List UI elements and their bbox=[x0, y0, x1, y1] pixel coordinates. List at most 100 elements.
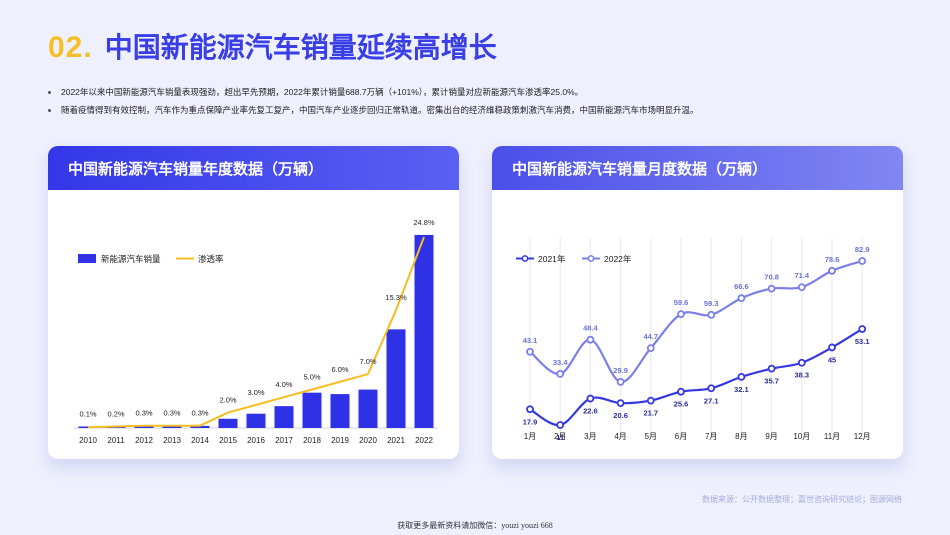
data-point bbox=[707, 384, 716, 393]
data-label: 32.1 bbox=[734, 385, 749, 394]
data-source: 数据来源：公开数据整理；嘉世咨询研究结论；图源网络 bbox=[702, 495, 902, 504]
data-point bbox=[767, 364, 776, 373]
x-tick-label: 2010 bbox=[79, 436, 97, 445]
data-point bbox=[616, 377, 625, 386]
data-label: 4.0% bbox=[275, 380, 292, 389]
data-label: 66.6 bbox=[734, 282, 749, 291]
x-tick-label: 2013 bbox=[163, 436, 181, 445]
data-point bbox=[556, 421, 565, 429]
data-label: 43.1 bbox=[523, 336, 538, 345]
data-label: 15.3% bbox=[385, 293, 407, 302]
x-tick-label: 4月 bbox=[614, 432, 626, 441]
data-point bbox=[858, 325, 867, 333]
x-tick-label: 12月 bbox=[854, 432, 871, 441]
data-label: 44.7 bbox=[643, 332, 658, 341]
x-tick-label: 2022 bbox=[415, 436, 433, 445]
annual-sales-card: 中国新能源汽车销量年度数据（万辆） 新能源汽车销量 渗透率 0.1% 0.2% 0.3%… bbox=[48, 146, 459, 459]
bar bbox=[78, 426, 98, 428]
data-label: 82.9 bbox=[855, 245, 870, 254]
legend-marker bbox=[521, 255, 529, 262]
data-label: 29.9 bbox=[613, 366, 628, 375]
data-point bbox=[526, 405, 534, 414]
annual-card-title: 中国新能源汽车销量年度数据（万辆） bbox=[48, 146, 459, 190]
data-point bbox=[828, 266, 836, 275]
data-label: 6.0% bbox=[331, 365, 348, 374]
bar bbox=[274, 406, 294, 428]
bar bbox=[302, 392, 322, 428]
x-tick-label: 8月 bbox=[735, 432, 747, 441]
data-label: 59.3 bbox=[704, 299, 719, 308]
data-label: 21.7 bbox=[643, 409, 658, 418]
title-number: 02. bbox=[48, 31, 93, 64]
x-tick-label: 2017 bbox=[275, 436, 293, 445]
data-label: 78.6 bbox=[825, 255, 840, 264]
x-tick-label: 2015 bbox=[219, 436, 237, 445]
penetration-line bbox=[87, 236, 425, 429]
bullet-list: 2022年以来中国新能源汽车销量表现强劲，超出早先预期，2022年累计销量688… bbox=[48, 83, 918, 119]
data-point bbox=[586, 394, 595, 403]
data-label: 20.6 bbox=[613, 411, 628, 420]
monthly-sales-chart: 2021年 2022年 17.9 11 22.6 20.6 21.7 25.6 27.1 32.1… bbox=[516, 238, 871, 442]
data-label: 7.0% bbox=[359, 357, 376, 366]
annual-sales-chart: 新能源汽车销量 渗透率 0.1% 0.2% 0.3% 0.3% 0.3% 2.0% 3.0% 4.… bbox=[74, 218, 438, 445]
data-point bbox=[737, 294, 746, 303]
data-point bbox=[526, 347, 534, 356]
data-label: 2.0% bbox=[219, 396, 236, 405]
legend-bar-swatch bbox=[78, 254, 96, 263]
data-point bbox=[677, 310, 685, 319]
data-label: 53.1 bbox=[855, 337, 870, 346]
x-tick-label: 2012 bbox=[135, 436, 153, 445]
title-text: 中国新能源汽车销量延续高增长 bbox=[104, 32, 497, 63]
data-point bbox=[858, 257, 867, 265]
data-label: 5.0% bbox=[303, 372, 320, 381]
data-point bbox=[646, 396, 655, 405]
x-tick-label: 3月 bbox=[584, 432, 596, 441]
data-label: 45 bbox=[828, 355, 836, 364]
bar bbox=[134, 426, 154, 428]
bar bbox=[386, 329, 406, 428]
data-point bbox=[797, 358, 806, 367]
legend-marker bbox=[587, 255, 595, 262]
series-line bbox=[529, 259, 863, 383]
series-line bbox=[529, 328, 863, 427]
bar bbox=[414, 234, 434, 428]
data-label: 59.6 bbox=[674, 298, 689, 307]
bullet-item: 2022年以来中国新能源汽车销量表现强劲，超出早先预期，2022年累计销量688… bbox=[48, 83, 918, 101]
data-label: 25.6 bbox=[674, 400, 689, 409]
x-tick-label: 2019 bbox=[331, 436, 349, 445]
x-tick-label: 1月 bbox=[524, 432, 536, 441]
data-point bbox=[586, 335, 595, 344]
data-label: 71.4 bbox=[794, 271, 809, 280]
x-tick-label: 2020 bbox=[359, 436, 377, 445]
monthly-card-title: 中国新能源汽车销量月度数据（万辆） bbox=[492, 146, 903, 190]
data-label: 33.4 bbox=[553, 358, 568, 367]
legend-label: 2022年 bbox=[604, 254, 632, 264]
data-point bbox=[556, 370, 565, 378]
data-label: 24.8% bbox=[413, 218, 435, 227]
data-label: 3.0% bbox=[247, 388, 264, 397]
data-label: 70.8 bbox=[764, 273, 779, 282]
x-tick-label: 2016 bbox=[247, 436, 265, 445]
data-label: 0.3% bbox=[191, 409, 208, 418]
bullet-dot-icon bbox=[48, 90, 51, 94]
x-tick-label: 2月 bbox=[554, 432, 566, 441]
x-tick-label: 10月 bbox=[793, 432, 810, 441]
bar bbox=[218, 418, 238, 428]
page-title: 02. 中国新能源汽车销量延续高增长 bbox=[48, 26, 497, 66]
data-label: 0.2% bbox=[107, 409, 124, 418]
data-label: 38.3 bbox=[794, 371, 809, 380]
data-label: 35.7 bbox=[764, 377, 779, 386]
data-point bbox=[707, 310, 716, 319]
data-label: 11 bbox=[556, 433, 564, 442]
bullet-dot-icon bbox=[48, 108, 51, 112]
bullet-item: 随着疫情得到有效控制，汽车作为重点保障产业率先复工复产，中国汽车产业逐步回归正常… bbox=[48, 101, 918, 119]
x-tick-label: 5月 bbox=[645, 432, 657, 441]
data-label: 48.4 bbox=[583, 324, 598, 333]
x-tick-label: 6月 bbox=[675, 432, 687, 441]
data-point bbox=[646, 344, 655, 353]
data-point bbox=[677, 387, 685, 396]
x-tick-label: 7月 bbox=[705, 432, 717, 441]
x-tick-label: 2018 bbox=[303, 436, 321, 445]
bar bbox=[190, 425, 210, 428]
legend-line-label: 渗透率 bbox=[198, 254, 224, 264]
